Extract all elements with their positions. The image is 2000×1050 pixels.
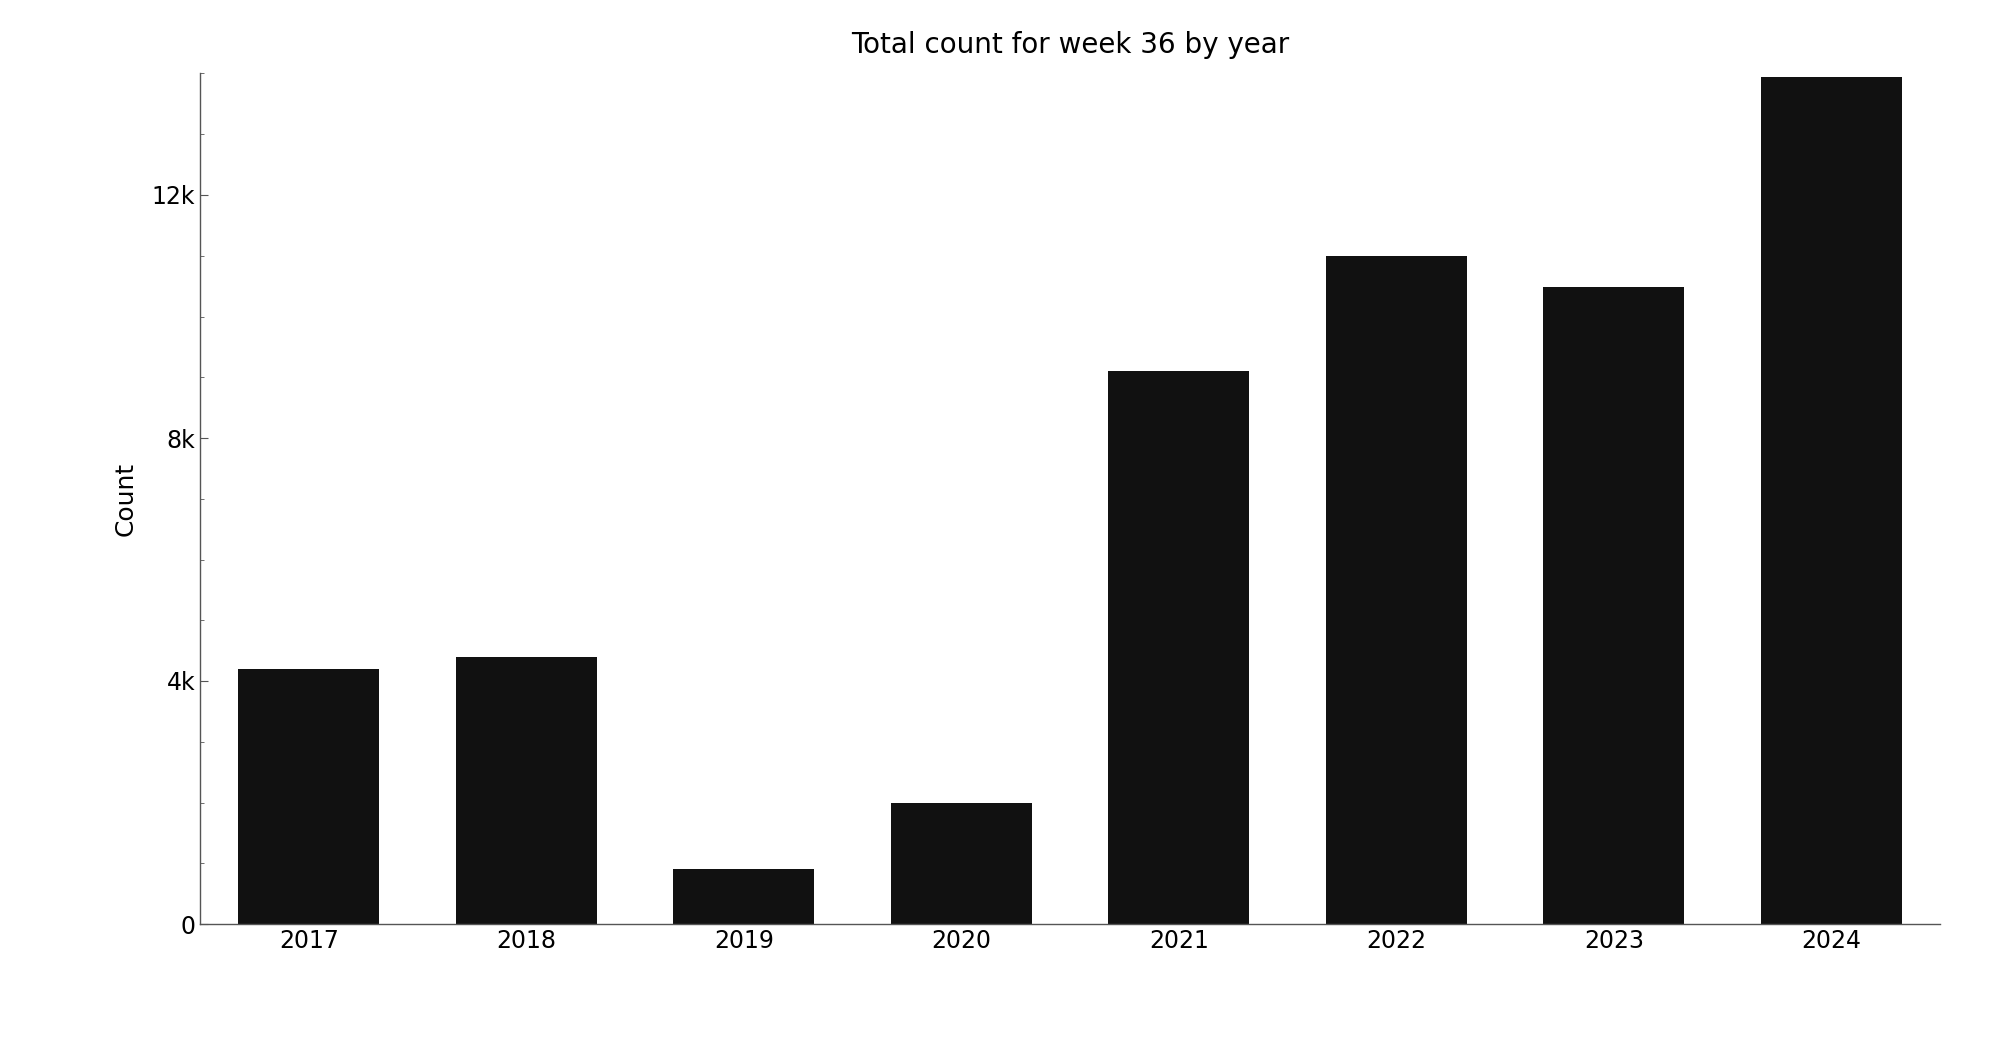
Bar [1544,288,1684,924]
Bar [1108,371,1250,924]
Bar [1760,78,1902,924]
Y-axis label: Count: Count [114,462,138,536]
Title: Total count for week 36 by year: Total count for week 36 by year [850,30,1290,59]
Bar [674,869,814,924]
Bar [456,656,596,924]
Bar [1326,256,1466,924]
Bar [238,669,380,924]
Bar [890,802,1032,924]
